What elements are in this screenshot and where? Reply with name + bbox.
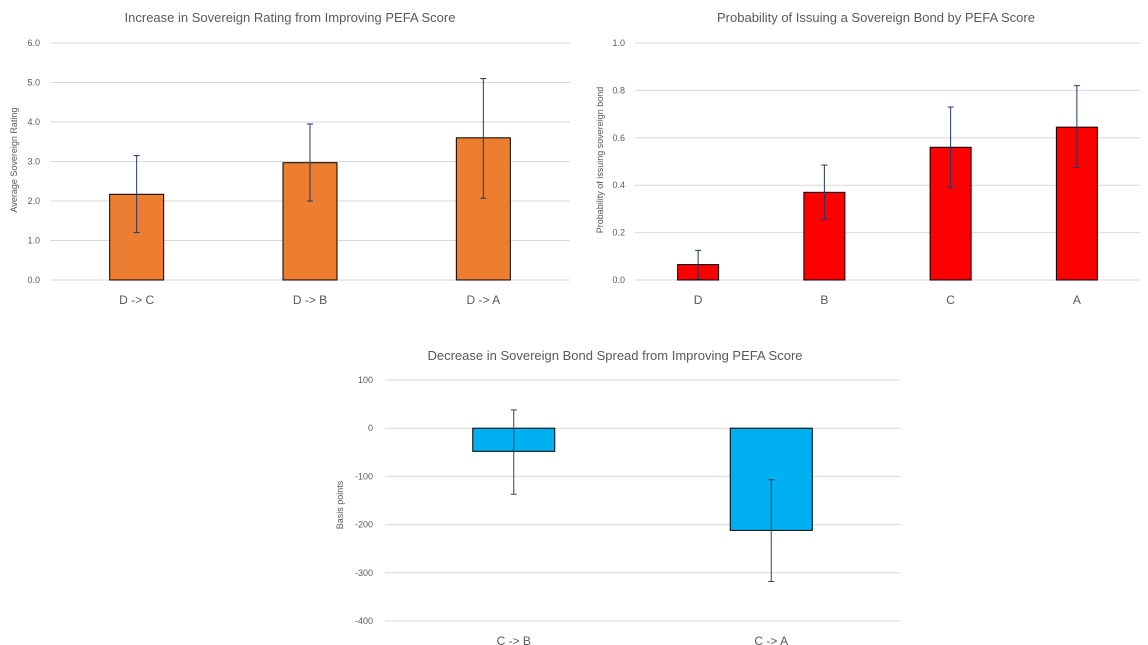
y-tick-label: 1.0 [612, 38, 625, 48]
chart-bond-spread: Decrease in Sovereign Bond Spread from I… [320, 338, 920, 645]
x-category-label: A [1073, 293, 1081, 307]
chart-bond-spread-svg: Decrease in Sovereign Bond Spread from I… [335, 348, 900, 645]
y-axis-label: Probability of issuing sovereign bond [595, 87, 605, 234]
chart-sovereign-rating: Increase in Sovereign Rating from Improv… [0, 0, 580, 322]
y-tick-label: 4.0 [27, 117, 40, 127]
x-category-label: D -> C [119, 293, 154, 307]
chart-bond-probability-svg: Probability of Issuing a Sovereign Bond … [595, 10, 1140, 307]
chart-bond-probability: Probability of Issuing a Sovereign Bond … [580, 0, 1148, 322]
y-tick-label: -200 [355, 520, 373, 530]
y-axis-label: Average Sovereign Rating [9, 108, 19, 213]
y-tick-label: 6.0 [27, 38, 40, 48]
y-tick-label: 100 [358, 375, 373, 385]
y-tick-label: 0.6 [612, 133, 625, 143]
y-tick-label: -300 [355, 568, 373, 578]
y-tick-label: 1.0 [27, 236, 40, 246]
x-category-label: C -> B [497, 634, 531, 645]
chart-title: Decrease in Sovereign Bond Spread from I… [427, 348, 802, 363]
y-tick-label: 0.2 [612, 228, 625, 238]
x-category-label: C -> A [754, 634, 788, 645]
chart-title: Increase in Sovereign Rating from Improv… [125, 10, 456, 25]
y-tick-label: 2.0 [27, 196, 40, 206]
x-category-label: B [820, 293, 828, 307]
x-category-label: C [946, 293, 955, 307]
y-tick-label: -100 [355, 471, 373, 481]
x-category-label: D -> A [466, 293, 500, 307]
y-tick-label: 0.8 [612, 85, 625, 95]
x-category-label: D -> B [293, 293, 327, 307]
y-tick-label: -400 [355, 616, 373, 626]
y-tick-label: 5.0 [27, 78, 40, 88]
y-tick-label: 3.0 [27, 157, 40, 167]
y-tick-label: 0 [368, 423, 373, 433]
y-tick-label: 0.0 [612, 275, 625, 285]
y-axis-label: Basis points [335, 480, 345, 529]
y-tick-label: 0.0 [27, 275, 40, 285]
y-tick-label: 0.4 [612, 180, 625, 190]
x-category-label: D [694, 293, 703, 307]
chart-title: Probability of Issuing a Sovereign Bond … [717, 10, 1035, 25]
chart-sovereign-rating-svg: Increase in Sovereign Rating from Improv… [9, 10, 570, 307]
